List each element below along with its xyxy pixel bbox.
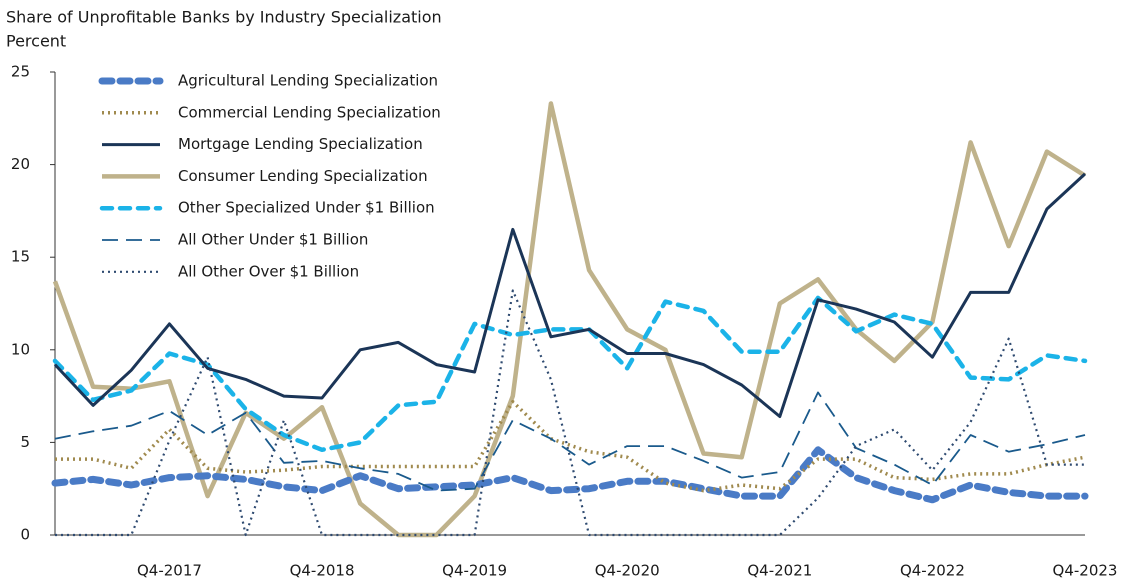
y-tick-label: 25 [11, 63, 30, 81]
x-tick-label: Q4-2022 [900, 562, 965, 580]
series-line [55, 289, 1085, 537]
chart-title: Share of Unprofitable Banks by Industry … [6, 8, 442, 27]
y-tick-label: 20 [11, 155, 30, 173]
legend-label: All Other Under $1 Billion [178, 231, 368, 249]
y-tick-label: 5 [20, 433, 30, 451]
series-line [54, 391, 1086, 492]
series-line [53, 172, 1087, 418]
x-tick-label: Q4-2021 [747, 562, 812, 580]
series-line [52, 295, 1088, 453]
legend-label: Other Specialized Under $1 Billion [178, 199, 435, 217]
series-line [55, 399, 1086, 493]
x-tick-label: Q4-2018 [290, 562, 355, 580]
chart-subtitle: Percent [6, 32, 66, 51]
x-tick-label: Q4-2019 [442, 562, 507, 580]
series-line [51, 446, 1089, 504]
legend-label: Agricultural Lending Specialization [178, 72, 438, 90]
x-tick-label: Q4-2017 [137, 562, 202, 580]
x-tick-label: Q4-2023 [1053, 562, 1118, 580]
legend-label: Mortgage Lending Specialization [178, 135, 423, 153]
y-tick-label: 10 [11, 340, 30, 358]
y-tick-label: 0 [20, 526, 30, 544]
legend-label: Consumer Lending Specialization [178, 167, 428, 185]
legend-label: All Other Over $1 Billion [178, 262, 359, 280]
legend-label: Commercial Lending Specialization [178, 103, 441, 121]
x-tick-label: Q4-2020 [595, 562, 660, 580]
y-tick-label: 15 [11, 248, 30, 266]
